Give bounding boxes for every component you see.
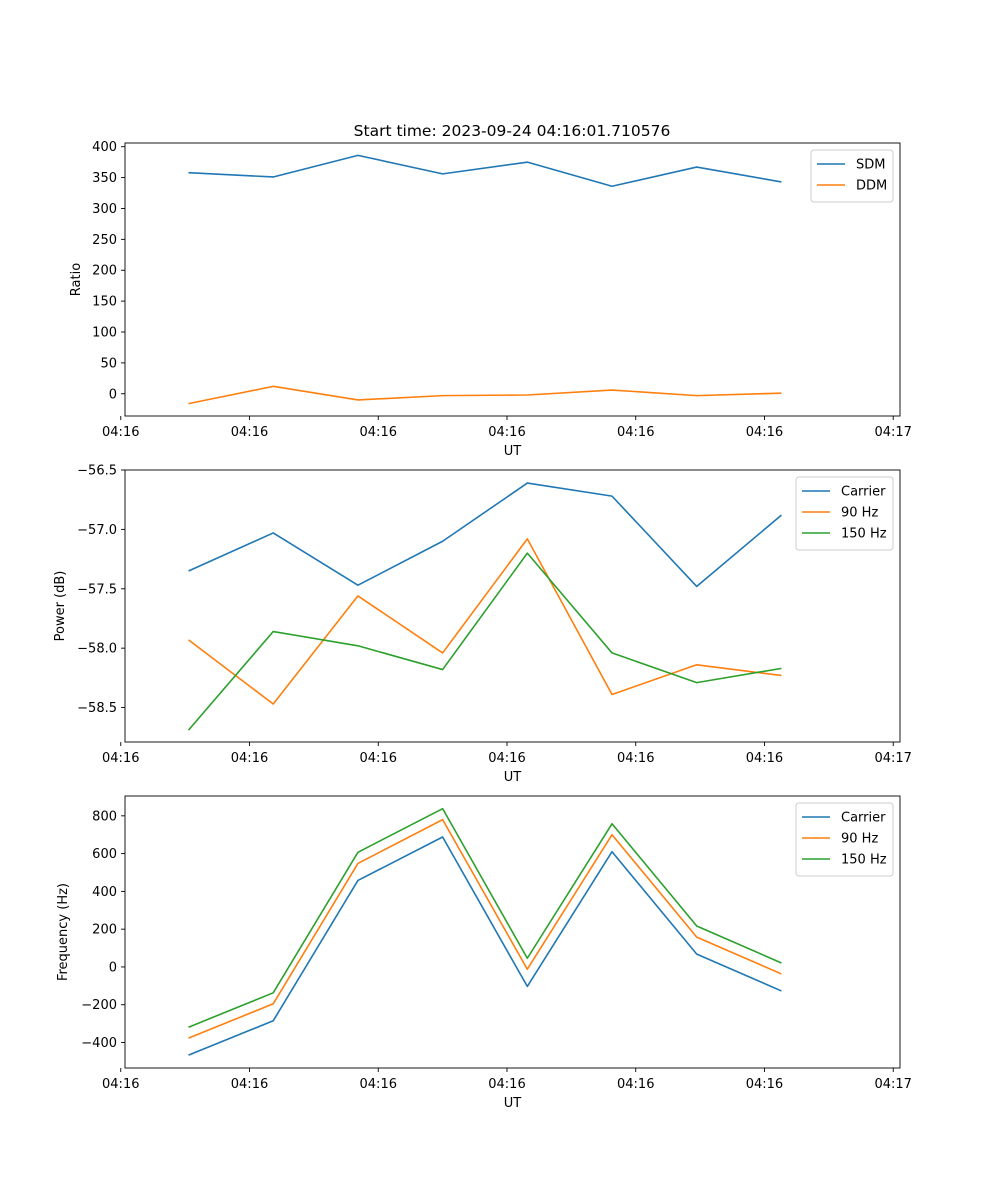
legend-label-carrier: Carrier <box>841 485 886 500</box>
x-tick-label: 04:16 <box>488 751 525 766</box>
x-tick-label: 04:16 <box>746 751 783 766</box>
series-line-carrier <box>188 482 782 588</box>
y-tick-label: −58.5 <box>77 701 117 716</box>
y-axis-label: Frequency (Hz) <box>56 883 71 981</box>
y-tick-label: −58.0 <box>77 642 117 657</box>
panel-frequency: 04:16 04:16 04:16 04:16 04:16 04:16 04:17 −400 −… <box>56 795 912 1111</box>
y-tick-label: 350 <box>92 171 117 186</box>
figure-title: Start time: 2023-09-24 04:16:01.710576 <box>354 122 671 140</box>
y-tick-label: 150 <box>92 295 117 310</box>
series-line-ddm <box>188 385 782 405</box>
axes-frame <box>124 795 901 1069</box>
y-tick-label: 0 <box>109 960 117 975</box>
panel-ratio: 04:16 04:16 04:16 04:16 04:16 04:16 04:17 0 50 10… <box>69 140 912 459</box>
y-tick-label: −57.0 <box>77 523 117 538</box>
legend-label-carrier: Carrier <box>841 811 886 826</box>
y-tick-label: −400 <box>81 1036 117 1051</box>
y-tick-label: 400 <box>92 140 117 155</box>
x-tick-label: 04:16 <box>102 751 139 766</box>
y-tick-label: 300 <box>92 202 117 217</box>
x-tick-label: 04:16 <box>617 751 654 766</box>
axes-frame <box>124 142 901 417</box>
panel-power: 04:16 04:16 04:16 04:16 04:16 04:16 04:17 −58.5… <box>53 464 912 786</box>
series-line-150-hz <box>187 552 782 731</box>
y-tick-label: 50 <box>100 356 117 371</box>
x-axis-label: UT <box>504 444 522 459</box>
axes-frame <box>124 469 901 743</box>
series-line-carrier <box>188 836 782 1056</box>
legend-label-ddm: DDM <box>856 179 887 194</box>
y-axis-label: Ratio <box>69 263 84 296</box>
x-tick-label: 04:16 <box>488 1077 525 1092</box>
x-axis-label: UT <box>504 770 522 785</box>
x-tick-label: 04:16 <box>746 425 783 440</box>
series-line-90-hz <box>188 538 782 705</box>
legend-box <box>810 149 894 203</box>
y-axis-label: Power (dB) <box>53 571 68 642</box>
series-line-150-hz <box>188 807 782 1028</box>
y-tick-label: −57.5 <box>77 582 117 597</box>
y-tick-label: 200 <box>92 264 117 279</box>
x-tick-label: 04:16 <box>231 1077 268 1092</box>
legend-box <box>795 802 894 877</box>
x-tick-label: 04:16 <box>231 751 268 766</box>
x-tick-label: 04:16 <box>360 1077 397 1092</box>
x-tick-label: 04:17 <box>874 1077 911 1092</box>
y-tick-label: −200 <box>81 998 117 1013</box>
y-tick-label: 250 <box>92 233 117 248</box>
y-tick-label: 100 <box>92 326 117 341</box>
y-tick-label: 400 <box>92 885 117 900</box>
legend-label-sdm: SDM <box>856 158 885 173</box>
legend-box <box>795 476 894 551</box>
legend-label-90-hz: 90 Hz <box>841 506 878 521</box>
legend-label-90-hz: 90 Hz <box>841 832 878 847</box>
x-tick-label: 04:16 <box>102 1077 139 1092</box>
x-tick-label: 04:16 <box>102 425 139 440</box>
y-tick-label: 800 <box>92 809 117 824</box>
x-axis-label: UT <box>504 1096 522 1111</box>
legend-label-150-hz: 150 Hz <box>841 527 887 542</box>
legend-label-150-hz: 150 Hz <box>841 853 887 868</box>
y-tick-label: 600 <box>92 847 117 862</box>
x-tick-label: 04:16 <box>360 751 397 766</box>
x-tick-label: 04:16 <box>360 425 397 440</box>
x-tick-label: 04:16 <box>617 1077 654 1092</box>
y-tick-label: 0 <box>109 387 117 402</box>
x-tick-label: 04:17 <box>874 425 911 440</box>
y-tick-label: −56.5 <box>77 464 117 479</box>
y-tick-label: 200 <box>92 923 117 938</box>
x-tick-label: 04:16 <box>488 425 525 440</box>
x-tick-label: 04:17 <box>874 751 911 766</box>
x-tick-label: 04:16 <box>617 425 654 440</box>
x-tick-label: 04:16 <box>231 425 268 440</box>
series-line-sdm <box>188 154 782 188</box>
x-tick-label: 04:16 <box>746 1077 783 1092</box>
series-line-90-hz <box>188 818 782 1039</box>
